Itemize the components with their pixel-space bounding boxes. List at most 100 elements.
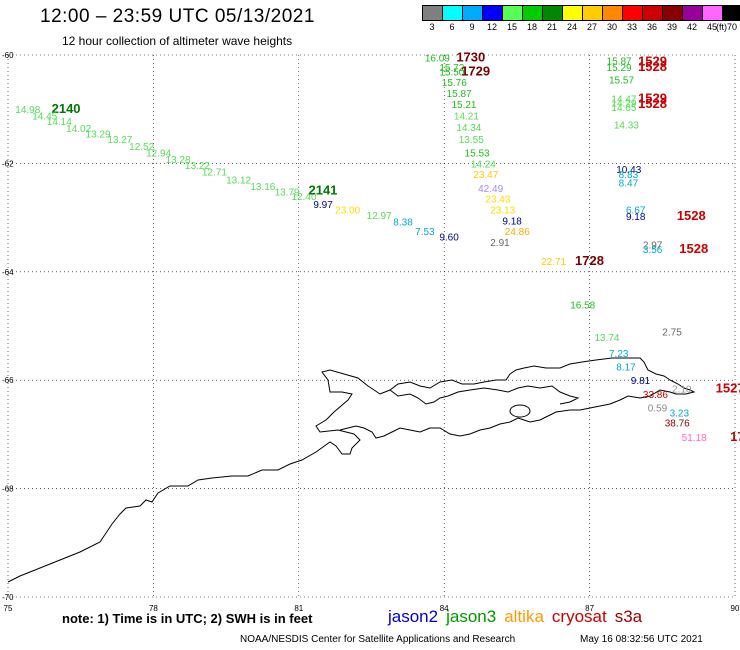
- wave-height-value: 2.75: [662, 327, 682, 338]
- color-scale-tick: 39: [666, 22, 677, 32]
- pass-time-label: 1728: [575, 253, 604, 268]
- wave-height-value: 13.79: [275, 188, 300, 199]
- credit-line: NOAA/NESDIS Center for Satellite Applica…: [240, 634, 516, 645]
- mission-cryosat: cryosat: [551, 607, 607, 626]
- x-tick-label: 78: [149, 604, 158, 613]
- color-swatch: [643, 6, 663, 20]
- x-tick-label: 84: [440, 604, 449, 613]
- axis-ticks: 75 78 81 84 87 90 -60 -62 -64 -66 -68 -70: [2, 51, 740, 613]
- y-tick-label: -64: [2, 268, 14, 277]
- color-swatch: [463, 6, 483, 20]
- wave-height-value: 12.71: [202, 168, 227, 179]
- wave-height-value: 24.86: [505, 227, 530, 238]
- color-swatch: [603, 6, 623, 20]
- color-scale-tick: 12: [486, 22, 497, 32]
- color-swatch: [483, 6, 503, 20]
- color-scale-tick: 18: [526, 22, 537, 32]
- wave-height-value: 38.76: [665, 418, 690, 429]
- wave-height-value: 23.00: [335, 205, 360, 216]
- mission-altika: altika: [504, 607, 544, 626]
- wave-height-value: 9.18: [502, 216, 522, 227]
- wave-height-value: 23.47: [473, 170, 498, 181]
- color-swatch: [563, 6, 583, 20]
- pass-time-label: 1527: [716, 380, 740, 395]
- pass-time-label: 1729: [461, 63, 490, 78]
- color-swatch: [663, 6, 683, 20]
- pass-time-label: 1528: [679, 241, 708, 256]
- wave-height-value: 15.76: [442, 78, 467, 89]
- wave-height-value: 9.60: [439, 233, 459, 244]
- wave-height-value: 15.72: [439, 63, 464, 74]
- wave-height-value: 15.50: [439, 67, 464, 78]
- y-tick-label: -70: [2, 593, 14, 602]
- wave-height-value: 22.71: [541, 257, 566, 268]
- color-swatch: [683, 6, 703, 20]
- color-swatch: [583, 6, 603, 20]
- wave-height-value: 51.18: [682, 433, 707, 444]
- color-scale-bar: [422, 5, 740, 21]
- color-scale-tick: 70: [726, 22, 737, 32]
- wave-height-value: 0.59: [648, 403, 668, 414]
- wave-height-value: 13.28: [166, 155, 191, 166]
- wave-height-value: 14.47: [611, 94, 636, 105]
- x-tick-label: 81: [294, 604, 303, 613]
- page-subtitle: 12 hour collection of altimeter wave hei…: [62, 34, 293, 48]
- color-scale-tick: 3: [429, 22, 435, 32]
- wave-height-value: 8.17: [616, 363, 636, 374]
- wave-height-value: 16.09: [425, 54, 450, 65]
- color-swatch: [703, 6, 723, 20]
- pass-time-label: 1529: [638, 54, 667, 69]
- pass-time-label: 2141: [308, 183, 337, 198]
- wave-height-value: 14.65: [611, 103, 636, 114]
- wave-height-value: 15.29: [607, 63, 632, 74]
- wave-height-value: 14.02: [66, 124, 91, 135]
- wave-height-value: 14.45: [32, 112, 57, 123]
- color-swatch: [543, 6, 563, 20]
- wave-height-value: 15.87: [447, 89, 472, 100]
- wave-height-value: 14.34: [456, 123, 481, 134]
- pass-time-label: 1528: [638, 59, 667, 74]
- island-shape: [509, 404, 531, 418]
- wave-height-value: 9.81: [631, 376, 651, 387]
- y-tick-label: -66: [2, 376, 14, 385]
- wave-height-value: 13.22: [185, 161, 210, 172]
- wave-height-value: 2.91: [490, 238, 510, 249]
- mission-jason2: jason2: [388, 607, 439, 626]
- wave-height-value: 14.98: [15, 105, 40, 116]
- wave-height-value: 14.33: [614, 120, 639, 131]
- wave-height-value: 8.83: [619, 170, 639, 181]
- mission-legend: jason2 jason3 altika cryosat s3a: [388, 607, 650, 627]
- wave-height-labels: 16.09 173015.7215.50172915.7615.8715.2114…: [15, 50, 740, 444]
- color-swatch: [623, 6, 643, 20]
- color-scale-tick: 24: [566, 22, 577, 32]
- color-scale-tick: 36: [646, 22, 657, 32]
- color-scale-tick: 15: [506, 22, 517, 32]
- wave-height-value: 13.55: [459, 135, 484, 146]
- pass-time-label: 1730: [456, 50, 485, 65]
- color-scale-tick: 45: [706, 22, 717, 32]
- pass-time-label: 1528: [638, 96, 667, 111]
- color-swatch: [423, 6, 443, 20]
- wave-height-value: 23.43: [485, 195, 510, 206]
- wave-height-value: 15.57: [609, 75, 634, 86]
- units-label: (ft): [716, 22, 727, 32]
- wave-height-value: 13.16: [250, 182, 275, 193]
- page-title: 12:00 – 23:59 UTC 05/13/2021: [40, 6, 315, 27]
- color-scale-tick: 33: [626, 22, 637, 32]
- wave-height-value: 14.14: [47, 117, 72, 128]
- color-scale-tick: 21: [546, 22, 557, 32]
- x-tick-label: 90: [731, 604, 740, 613]
- color-swatch: [723, 6, 740, 20]
- generated-timestamp: May 16 08:32:56 UTC 2021: [580, 634, 703, 645]
- color-scale-tick: 6: [449, 22, 455, 32]
- color-swatch: [443, 6, 463, 20]
- color-scale-tick: 30: [606, 22, 617, 32]
- x-tick-label: 87: [585, 604, 594, 613]
- pass-time-label: 172: [730, 429, 740, 444]
- wave-height-value: 23.13: [490, 205, 515, 216]
- color-swatch: [523, 6, 543, 20]
- wave-height-value: 14.21: [454, 112, 479, 123]
- mission-jason3: jason3: [446, 607, 497, 626]
- wave-height-value: 12.94: [146, 149, 171, 160]
